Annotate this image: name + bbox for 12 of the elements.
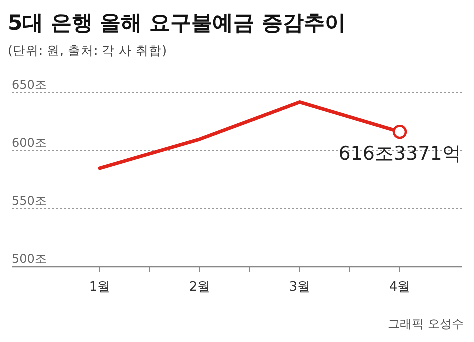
x-tick-label: 1월 <box>89 280 111 295</box>
chart-title: 5대 은행 올해 요구불예금 증감추이 <box>8 11 346 35</box>
y-tick-label: 650조 <box>12 78 47 92</box>
text: 그래픽 오성수 <box>388 317 464 331</box>
y-tick-label: 500조 <box>12 252 47 266</box>
chart-subtitle: (단위: 원, 출처: 각 사 취합) <box>8 43 168 58</box>
x-tick-label: 3월 <box>289 280 311 295</box>
y-tick-label: 600조 <box>12 136 47 150</box>
annotation: 616조3371억 <box>338 143 462 166</box>
y-tick-label: 550조 <box>12 194 47 208</box>
x-tick-label: 4월 <box>389 280 411 295</box>
x-tick-label: 2월 <box>189 280 211 295</box>
